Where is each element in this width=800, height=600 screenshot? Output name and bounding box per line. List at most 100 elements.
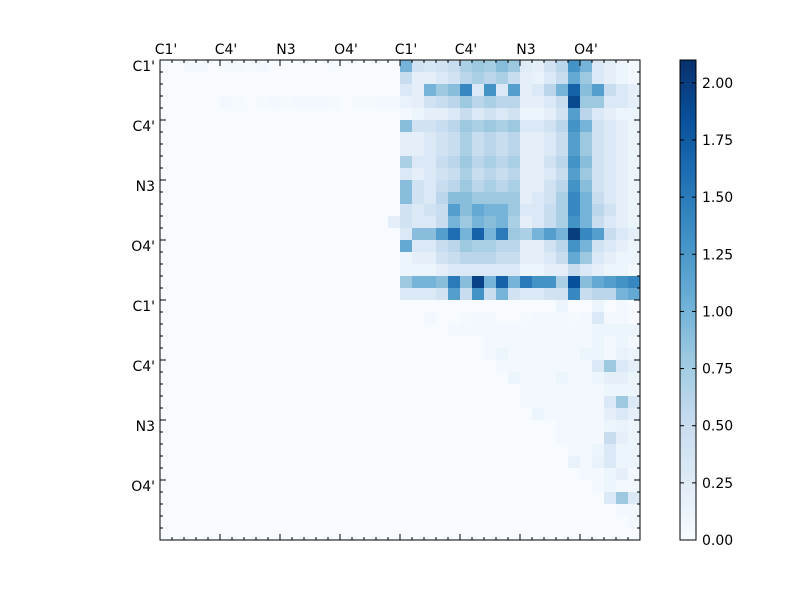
heatmap-cell (520, 384, 533, 397)
heatmap-cell (628, 504, 641, 517)
heatmap-cell (532, 96, 545, 109)
heatmap-cell (580, 192, 593, 205)
heatmap-cell (232, 144, 245, 157)
heatmap-cell (364, 120, 377, 133)
heatmap-cell (256, 204, 269, 217)
heatmap-cell (244, 252, 257, 265)
heatmap-cell (580, 108, 593, 121)
heatmap-cell (220, 444, 233, 457)
heatmap-cell (280, 252, 293, 265)
heatmap-cell (436, 168, 449, 181)
heatmap-cell (544, 516, 557, 529)
heatmap-cell (520, 72, 533, 85)
heatmap-cell (388, 288, 401, 301)
heatmap-cell (520, 348, 533, 361)
heatmap-cell (604, 132, 617, 145)
heatmap-cell (160, 132, 173, 145)
heatmap-cell (592, 84, 605, 97)
heatmap-cell (424, 504, 437, 517)
heatmap-cell (232, 72, 245, 85)
heatmap-cell (484, 480, 497, 493)
heatmap-cell (340, 528, 353, 541)
heatmap-cell (196, 456, 209, 469)
heatmap-cell (208, 372, 221, 385)
heatmap-cell (208, 288, 221, 301)
heatmap-cell (328, 528, 341, 541)
heatmap-cell (268, 336, 281, 349)
heatmap-cell (568, 432, 581, 445)
heatmap-cell (412, 420, 425, 433)
heatmap-cell (220, 276, 233, 289)
heatmap-cell (496, 84, 509, 97)
heatmap-cell (340, 360, 353, 373)
heatmap-cell (316, 312, 329, 325)
heatmap-cell (316, 252, 329, 265)
heatmap-cell (568, 360, 581, 373)
y-tick-label: C1' (132, 59, 155, 75)
heatmap-cell (292, 516, 305, 529)
heatmap-cell (256, 84, 269, 97)
heatmap-cell (160, 228, 173, 241)
heatmap-cell (592, 360, 605, 373)
heatmap-cell (172, 372, 185, 385)
heatmap-cell (508, 516, 521, 529)
heatmap-cell (172, 420, 185, 433)
heatmap-cell (424, 264, 437, 277)
heatmap-cell (268, 72, 281, 85)
heatmap-cell (628, 132, 641, 145)
colorbar-tick-label: 1.75 (702, 133, 733, 149)
heatmap-cell (244, 324, 257, 337)
heatmap-cell (520, 516, 533, 529)
heatmap-cell (352, 420, 365, 433)
heatmap-cell (220, 192, 233, 205)
heatmap-cell (412, 408, 425, 421)
heatmap-cell (304, 180, 317, 193)
heatmap-cell (352, 324, 365, 337)
heatmap-cell (628, 276, 641, 289)
heatmap-cell (496, 204, 509, 217)
heatmap-cell (376, 108, 389, 121)
heatmap-cell (376, 384, 389, 397)
heatmap-cell (472, 456, 485, 469)
heatmap-cell (184, 156, 197, 169)
heatmap-cell (340, 504, 353, 517)
heatmap-cell (316, 228, 329, 241)
heatmap-cell (304, 516, 317, 529)
heatmap-cell (208, 204, 221, 217)
heatmap-cell (580, 84, 593, 97)
heatmap-cell (592, 252, 605, 265)
heatmap-cell (556, 132, 569, 145)
heatmap-cell (592, 324, 605, 337)
heatmap-cell (568, 420, 581, 433)
heatmap-cell (628, 192, 641, 205)
x-tick-label: C4' (455, 42, 478, 58)
heatmap-cell (196, 408, 209, 421)
heatmap-cell (172, 288, 185, 301)
heatmap-cell (544, 168, 557, 181)
heatmap-cell (568, 180, 581, 193)
heatmap-cell (304, 396, 317, 409)
heatmap-cell (232, 204, 245, 217)
heatmap-cell (604, 504, 617, 517)
heatmap-cell (256, 180, 269, 193)
heatmap-cell (412, 132, 425, 145)
heatmap-cell (232, 60, 245, 73)
heatmap-cell (508, 504, 521, 517)
heatmap-cell (412, 288, 425, 301)
heatmap-cell (472, 180, 485, 193)
heatmap-cell (196, 336, 209, 349)
heatmap-cell (496, 60, 509, 73)
heatmap-cell (436, 180, 449, 193)
heatmap-cell (304, 444, 317, 457)
heatmap-cell (424, 108, 437, 121)
heatmap-cell (568, 216, 581, 229)
heatmap-cell (532, 360, 545, 373)
heatmap-cell (556, 84, 569, 97)
heatmap-cell (316, 360, 329, 373)
heatmap-cell (184, 204, 197, 217)
heatmap-cell (364, 108, 377, 121)
heatmap-cell (448, 468, 461, 481)
heatmap-cell (280, 144, 293, 157)
heatmap-cell (304, 252, 317, 265)
heatmap-cell (184, 264, 197, 277)
